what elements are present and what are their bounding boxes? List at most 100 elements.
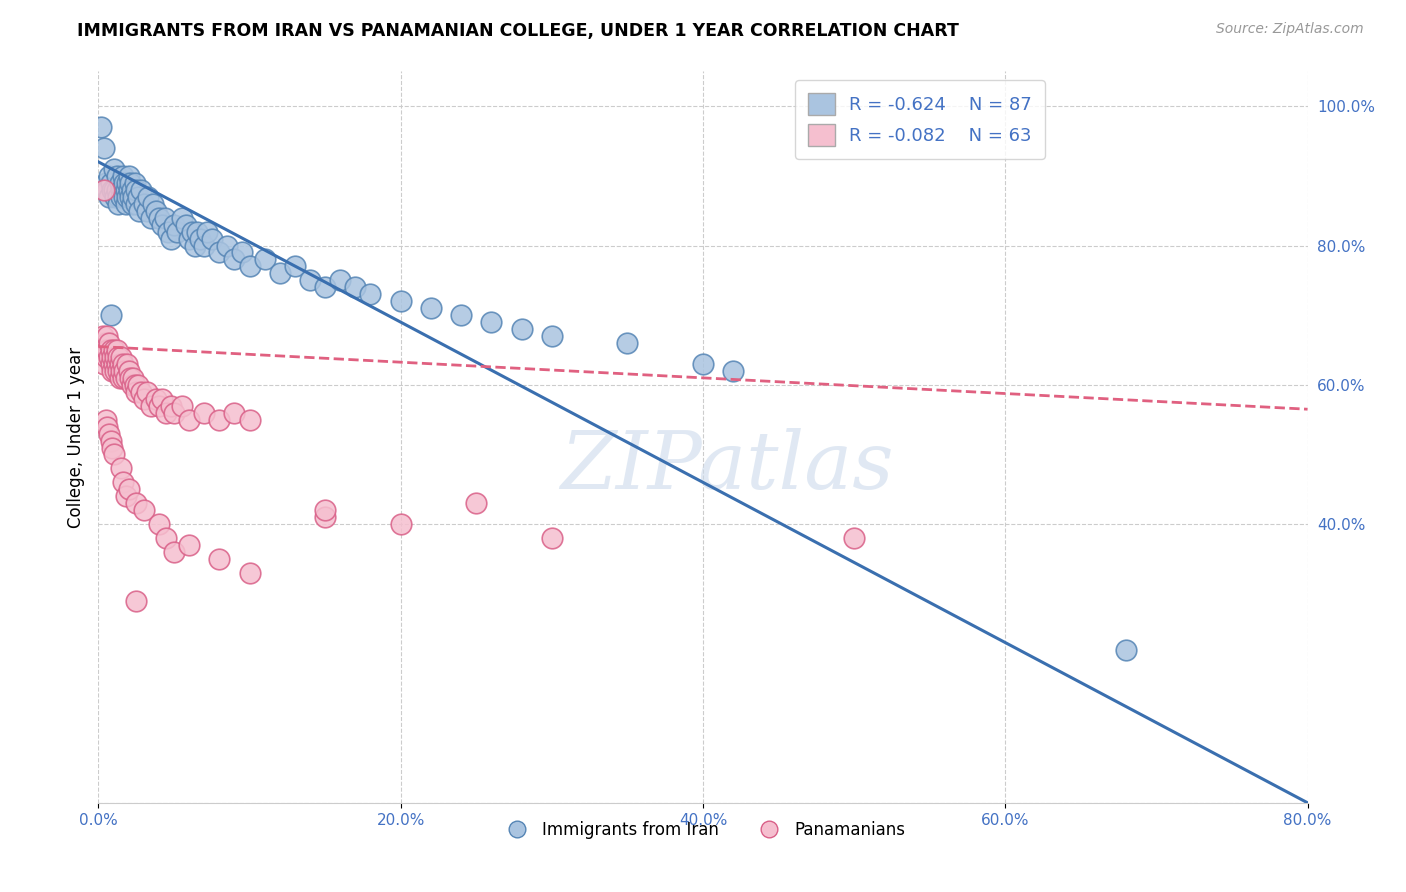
Point — [93, 183, 115, 197]
Point — [96, 419, 118, 434]
Point — [314, 503, 336, 517]
Point — [150, 218, 173, 232]
Point — [118, 483, 141, 497]
Point — [110, 364, 132, 378]
Point — [98, 336, 121, 351]
Point — [103, 343, 125, 357]
Point — [844, 531, 866, 545]
Point — [103, 357, 125, 371]
Point — [121, 196, 143, 211]
Point — [105, 343, 128, 357]
Point — [135, 203, 157, 218]
Point — [110, 183, 132, 197]
Point — [163, 218, 186, 232]
Point — [239, 260, 262, 274]
Point — [299, 273, 322, 287]
Point — [136, 190, 159, 204]
Point — [314, 280, 336, 294]
Point — [125, 196, 148, 211]
Point — [120, 190, 142, 204]
Point — [224, 252, 246, 267]
Point — [166, 225, 188, 239]
Point — [103, 448, 125, 462]
Point — [269, 266, 291, 280]
Point — [540, 329, 562, 343]
Point — [208, 412, 231, 426]
Point — [121, 377, 143, 392]
Point — [101, 364, 124, 378]
Point — [129, 183, 152, 197]
Point — [100, 357, 122, 371]
Point — [107, 196, 129, 211]
Point — [135, 384, 157, 399]
Point — [94, 412, 117, 426]
Point — [125, 384, 148, 399]
Point — [148, 399, 170, 413]
Point — [90, 336, 112, 351]
Point — [100, 308, 122, 322]
Point — [120, 371, 142, 385]
Point — [253, 252, 276, 267]
Point — [100, 434, 122, 448]
Point — [120, 176, 142, 190]
Point — [201, 231, 224, 245]
Point — [127, 190, 149, 204]
Point — [111, 371, 134, 385]
Text: ZIPatlas: ZIPatlas — [561, 427, 894, 505]
Point — [111, 475, 134, 490]
Point — [239, 566, 262, 580]
Point — [110, 190, 132, 204]
Point — [96, 183, 118, 197]
Point — [181, 225, 204, 239]
Text: IMMIGRANTS FROM IRAN VS PANAMANIAN COLLEGE, UNDER 1 YEAR CORRELATION CHART: IMMIGRANTS FROM IRAN VS PANAMANIAN COLLE… — [77, 22, 959, 40]
Point — [163, 545, 186, 559]
Point — [145, 392, 167, 406]
Point — [193, 406, 215, 420]
Point — [170, 211, 193, 225]
Point — [1115, 642, 1137, 657]
Point — [105, 357, 128, 371]
Point — [208, 245, 231, 260]
Point — [208, 552, 231, 566]
Point — [465, 496, 488, 510]
Legend: Immigrants from Iran, Panamanians: Immigrants from Iran, Panamanians — [494, 814, 912, 846]
Point — [114, 183, 136, 197]
Point — [184, 238, 207, 252]
Point — [145, 203, 167, 218]
Y-axis label: College, Under 1 year: College, Under 1 year — [66, 346, 84, 528]
Point — [195, 225, 218, 239]
Point — [127, 377, 149, 392]
Point — [141, 211, 163, 225]
Point — [124, 176, 146, 190]
Point — [91, 329, 114, 343]
Text: Source: ZipAtlas.com: Source: ZipAtlas.com — [1216, 22, 1364, 37]
Point — [122, 190, 145, 204]
Point — [122, 371, 145, 385]
Point — [174, 218, 197, 232]
Point — [179, 231, 201, 245]
Point — [314, 510, 336, 524]
Point — [186, 225, 208, 239]
Point — [94, 350, 117, 364]
Point — [114, 489, 136, 503]
Point — [540, 531, 562, 545]
Point — [104, 350, 127, 364]
Point — [215, 238, 238, 252]
Point — [101, 441, 124, 455]
Point — [104, 364, 127, 378]
Point — [98, 426, 121, 441]
Point — [114, 196, 136, 211]
Point — [231, 245, 253, 260]
Point — [224, 406, 246, 420]
Point — [103, 161, 125, 176]
Point — [692, 357, 714, 371]
Point — [125, 594, 148, 608]
Point — [360, 287, 382, 301]
Point — [481, 315, 503, 329]
Point — [163, 406, 186, 420]
Point — [98, 190, 121, 204]
Point — [128, 203, 150, 218]
Point — [111, 357, 134, 371]
Point — [153, 211, 176, 225]
Point — [132, 196, 155, 211]
